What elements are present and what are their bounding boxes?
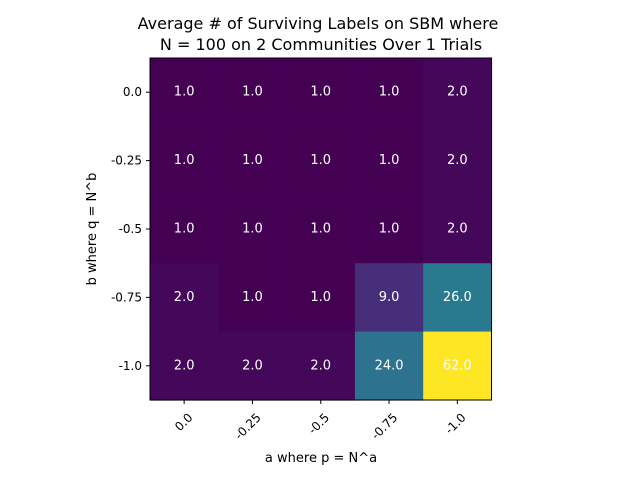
cell-value-label: 2.0 — [310, 358, 331, 373]
cell-value-label: 1.0 — [379, 85, 400, 100]
y-tick-label: -0.5 — [119, 222, 142, 236]
heatmap-cells — [150, 58, 493, 401]
cell-value-label: 1.0 — [310, 222, 331, 237]
y-tick-label: -1.0 — [119, 359, 142, 373]
heatmap-cell-r0-c3 — [354, 58, 424, 127]
heatmap-cell-r0-c1 — [218, 58, 288, 127]
heatmap-cell-r4-c1 — [218, 331, 288, 401]
heatmap-cell-r0-c2 — [286, 58, 356, 127]
cell-value-label: 2.0 — [447, 153, 468, 168]
y-axis-ticks: 0.0 -0.25 -0.5 -0.75 -1.0 — [111, 85, 150, 373]
x-tick-label: -0.25 — [232, 410, 264, 442]
heatmap-cell-r0-c0 — [150, 58, 219, 127]
x-axis-label: a where p = N^a — [265, 451, 377, 466]
cell-value-label: 2.0 — [242, 358, 263, 373]
cell-value-label: 1.0 — [379, 222, 400, 237]
chart-title-line-1: Average # of Surviving Labels on SBM whe… — [138, 14, 499, 33]
cell-value-label: 2.0 — [174, 290, 195, 305]
cell-value-label: 2.0 — [447, 222, 468, 237]
heatmap-cell-r2-c0 — [150, 194, 219, 264]
plot-frame — [149, 57, 492, 401]
heatmap-cell-r3-c1 — [218, 263, 288, 333]
y-tick-label: -0.25 — [111, 154, 142, 168]
cell-value-label: 1.0 — [174, 222, 195, 237]
cell-value-label: 2.0 — [447, 85, 468, 100]
heatmap-cell-r3-c0 — [150, 263, 219, 333]
x-tick-label: -0.5 — [306, 410, 332, 436]
heatmap-cell-r2-c3 — [354, 194, 424, 264]
cell-value-label: 1.0 — [174, 153, 195, 168]
heatmap-cell-r4-c0 — [150, 331, 219, 401]
heatmap-cell-r1-c3 — [354, 126, 424, 196]
cell-value-label: 1.0 — [310, 85, 331, 100]
x-axis-ticks: 0.0 -0.25 -0.5 -0.75 -1.0 — [172, 400, 469, 442]
x-tick-label: -0.75 — [369, 410, 401, 442]
x-tick-label: -1.0 — [442, 410, 468, 436]
cell-value-label: 1.0 — [310, 153, 331, 168]
cell-value-label: 1.0 — [242, 85, 263, 100]
heatmap-cell-r1-c2 — [286, 126, 356, 196]
heatmap-cell-labels: 1.0 1.0 1.0 1.0 2.0 1.0 1.0 1.0 1.0 2.0 1.0 1.0 1.0 1… — [174, 85, 472, 374]
cell-value-label: 24.0 — [375, 358, 404, 373]
heatmap-cell-r2-c1 — [218, 194, 288, 264]
heatmap-cell-r2-c4 — [423, 194, 493, 264]
cell-value-label: 9.0 — [379, 290, 400, 305]
heatmap-cell-r0-c4 — [423, 58, 493, 127]
cell-value-label: 1.0 — [242, 222, 263, 237]
x-tick-label: 0.0 — [172, 410, 195, 433]
cell-value-label: 1.0 — [242, 290, 263, 305]
y-tick-label: -0.75 — [111, 290, 142, 304]
heatmap-cell-r3-c2 — [286, 263, 356, 333]
heatmap-cell-r1-c4 — [423, 126, 493, 196]
cell-value-label: 2.0 — [174, 358, 195, 373]
heatmap-cell-r4-c3 — [354, 331, 424, 401]
cell-value-label: 1.0 — [310, 290, 331, 305]
heatmap-cell-r1-c0 — [150, 126, 219, 196]
heatmap-cell-r3-c4 — [423, 263, 493, 333]
chart-title-line-2: N = 100 on 2 Communities Over 1 Trials — [160, 35, 482, 54]
heatmap-cell-r1-c1 — [218, 126, 288, 196]
cell-value-label: 1.0 — [174, 85, 195, 100]
heatmap-cell-r4-c2 — [286, 331, 356, 401]
heatmap-cell-r2-c2 — [286, 194, 356, 264]
cell-value-label: 1.0 — [242, 153, 263, 168]
y-tick-label: 0.0 — [123, 85, 142, 99]
cell-value-label: 62.0 — [443, 358, 472, 373]
cell-value-label: 26.0 — [443, 290, 472, 305]
heatmap-cell-r4-c4 — [423, 331, 493, 401]
y-axis-label: b where q = N^b — [85, 173, 100, 286]
cell-value-label: 1.0 — [379, 153, 400, 168]
heatmap-cell-r3-c3 — [354, 263, 424, 333]
